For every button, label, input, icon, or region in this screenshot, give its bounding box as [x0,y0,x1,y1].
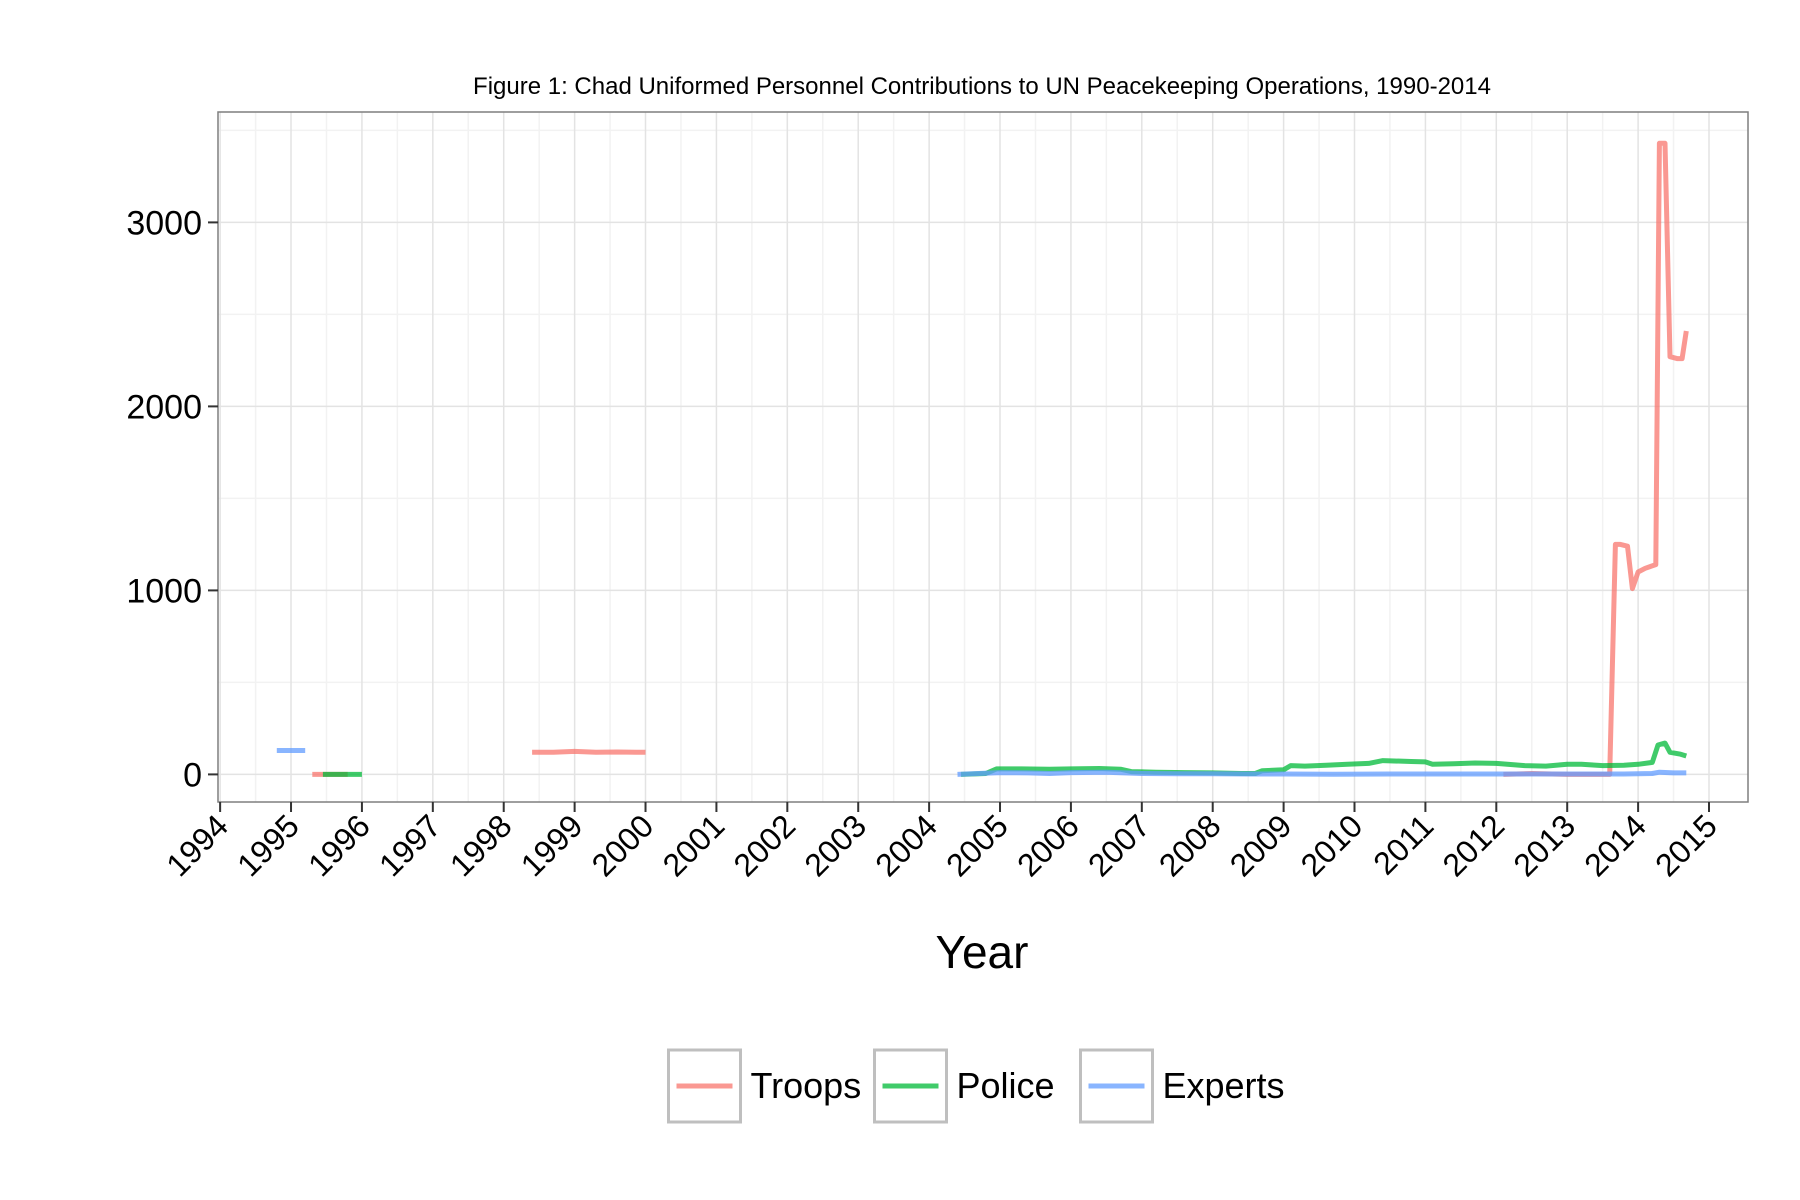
y-tick-label: 2000 [126,388,202,426]
y-tick-label: 3000 [126,204,202,242]
y-tick-label: 1000 [126,572,202,610]
y-tick-label: 0 [183,756,202,794]
series-police [322,740,1688,777]
series-experts [276,748,1687,777]
legend-label-experts: Experts [1163,1065,1285,1106]
plot-panel [218,112,1748,802]
series-line-police [960,740,1688,777]
legend-label-police: Police [957,1065,1055,1106]
legend-item-experts: Experts [1079,1048,1285,1124]
series-line-troops [532,748,646,755]
legend-label-troops: Troops [751,1065,862,1106]
legend-item-police: Police [873,1048,1055,1124]
plot-panel-border [217,111,1749,803]
legend: Troops Police Experts [667,1048,1285,1124]
x-axis-title: Year [936,926,1029,978]
series-line-experts [957,769,1687,777]
plot-panel-background [218,112,1748,802]
chart-title: Figure 1: Chad Uniformed Personnel Contr… [473,73,1491,100]
legend-item-troops: Troops [667,1048,862,1124]
series-lines [276,140,1689,777]
